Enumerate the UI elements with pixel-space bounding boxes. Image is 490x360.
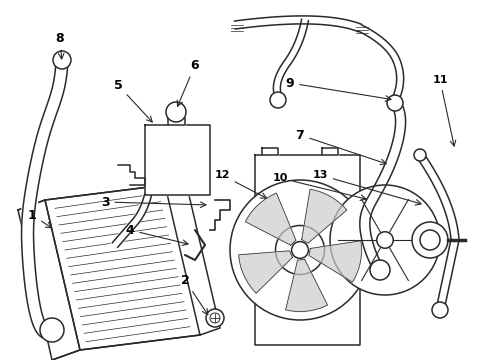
Polygon shape bbox=[165, 178, 220, 335]
Text: 1: 1 bbox=[27, 208, 51, 228]
Polygon shape bbox=[245, 193, 296, 245]
Polygon shape bbox=[45, 185, 200, 350]
Polygon shape bbox=[322, 148, 338, 155]
Text: 8: 8 bbox=[56, 32, 64, 59]
Text: 12: 12 bbox=[214, 170, 267, 198]
Circle shape bbox=[270, 92, 286, 108]
Text: 10: 10 bbox=[272, 173, 366, 201]
Circle shape bbox=[420, 230, 440, 250]
Text: 11: 11 bbox=[432, 75, 456, 146]
Polygon shape bbox=[168, 118, 185, 125]
Text: 2: 2 bbox=[181, 274, 208, 315]
Circle shape bbox=[53, 51, 71, 69]
Circle shape bbox=[412, 222, 448, 258]
Circle shape bbox=[292, 242, 308, 258]
Circle shape bbox=[206, 309, 224, 327]
Polygon shape bbox=[18, 200, 80, 360]
Text: 9: 9 bbox=[286, 77, 391, 101]
Polygon shape bbox=[262, 148, 278, 155]
Polygon shape bbox=[309, 241, 362, 282]
Polygon shape bbox=[416, 153, 459, 240]
Polygon shape bbox=[273, 19, 308, 96]
Text: 4: 4 bbox=[125, 224, 188, 246]
Circle shape bbox=[432, 302, 448, 318]
Circle shape bbox=[230, 180, 370, 320]
Polygon shape bbox=[360, 100, 406, 273]
Polygon shape bbox=[255, 155, 360, 345]
Circle shape bbox=[40, 318, 64, 342]
Text: 5: 5 bbox=[114, 78, 152, 122]
Circle shape bbox=[166, 102, 186, 122]
Text: 6: 6 bbox=[177, 59, 199, 106]
Circle shape bbox=[370, 260, 390, 280]
Polygon shape bbox=[286, 260, 328, 311]
Polygon shape bbox=[22, 60, 68, 339]
Polygon shape bbox=[235, 16, 362, 32]
Text: 13: 13 bbox=[312, 170, 421, 205]
Circle shape bbox=[330, 185, 440, 295]
Polygon shape bbox=[239, 251, 293, 293]
Polygon shape bbox=[436, 239, 459, 311]
Circle shape bbox=[377, 232, 393, 248]
Polygon shape bbox=[302, 189, 347, 243]
Circle shape bbox=[414, 149, 426, 161]
Text: 3: 3 bbox=[100, 195, 206, 208]
Circle shape bbox=[387, 95, 403, 111]
Polygon shape bbox=[358, 25, 404, 102]
Circle shape bbox=[275, 225, 324, 275]
Circle shape bbox=[210, 313, 220, 323]
Text: 7: 7 bbox=[295, 129, 386, 165]
Polygon shape bbox=[145, 125, 210, 195]
